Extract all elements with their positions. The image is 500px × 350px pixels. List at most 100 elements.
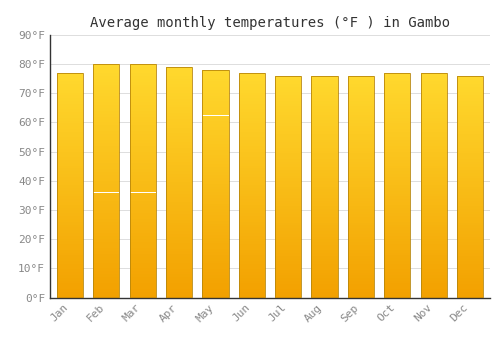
Bar (420, 258, 446, 261)
Bar (94, 219, 120, 222)
Bar (166, 283, 192, 286)
Bar (238, 110, 265, 112)
Bar (166, 197, 192, 199)
Bar (57, 216, 83, 219)
Bar (275, 259, 301, 261)
Bar (202, 93, 228, 96)
Bar (384, 92, 410, 95)
Bar (312, 117, 338, 120)
Bar (457, 84, 483, 87)
Bar (238, 87, 265, 90)
Bar (275, 126, 301, 128)
Bar (275, 192, 301, 195)
Bar (384, 239, 410, 241)
Bar (57, 182, 83, 185)
Bar (384, 73, 410, 76)
Bar (420, 160, 446, 163)
Bar (166, 266, 192, 269)
Bar (94, 178, 120, 181)
Bar (166, 208, 192, 211)
Bar (348, 261, 374, 264)
Bar (94, 271, 120, 274)
Bar (420, 104, 446, 107)
Bar (420, 256, 446, 258)
Bar (312, 284, 338, 286)
Bar (238, 73, 265, 298)
Bar (238, 112, 265, 115)
Bar (202, 76, 228, 78)
Bar (238, 129, 265, 132)
Bar (457, 117, 483, 120)
Bar (57, 292, 83, 295)
Bar (457, 245, 483, 248)
Bar (312, 223, 338, 225)
Bar (57, 146, 83, 149)
Bar (457, 278, 483, 281)
Bar (420, 239, 446, 241)
Bar (312, 256, 338, 259)
Bar (57, 194, 83, 196)
Bar (57, 205, 83, 208)
Bar (457, 123, 483, 126)
Bar (238, 241, 265, 244)
Bar (238, 230, 265, 233)
Bar (130, 230, 156, 233)
Bar (166, 231, 192, 234)
Bar (348, 81, 374, 84)
Bar (57, 202, 83, 205)
Bar (130, 286, 156, 289)
Bar (348, 250, 374, 253)
Bar (420, 222, 446, 224)
Bar (202, 184, 228, 187)
Bar (384, 84, 410, 87)
Bar (457, 140, 483, 142)
Bar (312, 145, 338, 148)
Bar (348, 162, 374, 164)
Bar (57, 278, 83, 281)
Bar (94, 158, 120, 160)
Bar (202, 73, 228, 76)
Bar (420, 194, 446, 196)
Bar (275, 242, 301, 245)
Bar (348, 92, 374, 95)
Bar (275, 81, 301, 84)
Bar (275, 270, 301, 273)
Bar (275, 284, 301, 286)
Bar (384, 267, 410, 270)
Bar (275, 187, 301, 189)
Bar (312, 225, 338, 228)
Bar (312, 76, 338, 79)
Bar (348, 123, 374, 126)
Bar (238, 84, 265, 87)
Bar (275, 98, 301, 101)
Bar (420, 166, 446, 168)
Bar (275, 104, 301, 106)
Bar (384, 101, 410, 104)
Bar (166, 251, 192, 254)
Bar (202, 161, 228, 164)
Bar (312, 159, 338, 162)
Bar (130, 143, 156, 146)
Bar (57, 101, 83, 104)
Bar (238, 222, 265, 224)
Bar (166, 67, 192, 70)
Bar (57, 264, 83, 267)
Bar (348, 173, 374, 176)
Bar (312, 148, 338, 150)
Bar (312, 150, 338, 153)
Bar (130, 277, 156, 280)
Bar (420, 219, 446, 222)
Bar (275, 164, 301, 167)
Bar (457, 259, 483, 261)
Bar (457, 214, 483, 217)
Bar (166, 107, 192, 110)
Bar (348, 87, 374, 90)
Bar (166, 87, 192, 90)
Bar (457, 137, 483, 140)
Bar (202, 204, 228, 206)
Bar (166, 185, 192, 188)
Bar (94, 64, 120, 298)
Bar (384, 270, 410, 272)
Bar (202, 101, 228, 104)
Bar (94, 169, 120, 172)
